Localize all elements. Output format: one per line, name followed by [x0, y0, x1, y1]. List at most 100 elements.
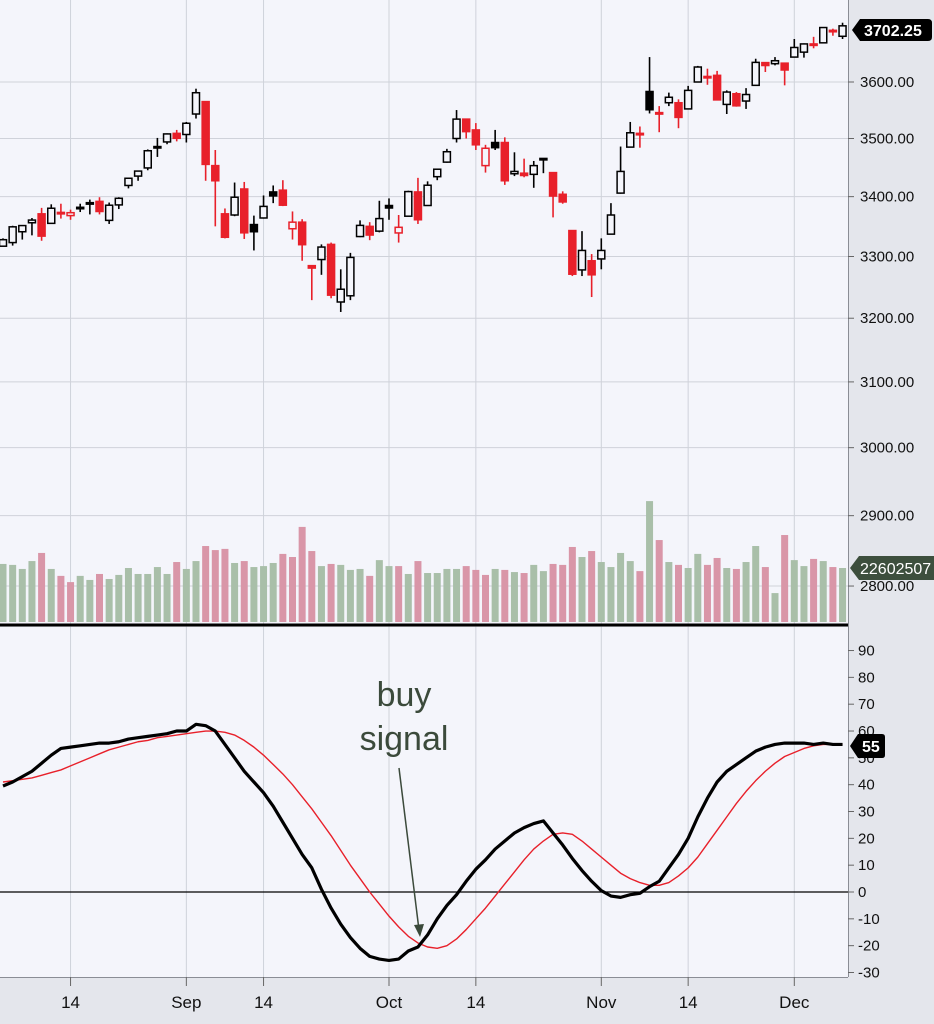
candle [490, 129, 500, 150]
annotation-text-line2: signal [360, 720, 449, 758]
candle [326, 242, 336, 299]
candle-body [384, 204, 394, 209]
candle-body [481, 147, 490, 167]
volume-bar [665, 562, 673, 622]
annotation-arrow-head-icon [414, 924, 424, 937]
price-tick-label: 3000.00 [860, 440, 914, 457]
volume-bar [433, 573, 441, 622]
candle-body [577, 249, 587, 271]
annotation-buy-signal: buy signal [360, 676, 449, 937]
price-panel-background [0, 0, 848, 624]
volume-bar [520, 573, 528, 622]
indicator-tick-label: 30 [858, 804, 875, 821]
volume-bar [790, 560, 798, 622]
candle-body [172, 132, 181, 140]
candle-body [18, 224, 27, 233]
candle-body [645, 90, 654, 111]
volume-bar [211, 550, 219, 622]
price-axis: 3600.00 3500.00 3400.00 3300.00 3200.00 3100.… [848, 74, 914, 595]
candle-body [230, 196, 239, 216]
last-indicator-tag: 55 [850, 734, 885, 758]
volume-bar [703, 564, 711, 622]
last-price-value: 3702.25 [864, 23, 922, 40]
candle [442, 148, 452, 163]
candle-body [751, 61, 760, 87]
candle [365, 222, 374, 241]
candle [539, 157, 548, 174]
volume-bar [694, 553, 702, 622]
candle [375, 200, 384, 233]
candle [240, 181, 249, 239]
date-tick-label: 14 [61, 993, 80, 1012]
volume-bar [9, 564, 17, 622]
candle-body [819, 26, 828, 44]
last-price-tag: 3702.25 [852, 19, 932, 41]
volume-bar [163, 573, 171, 622]
volume-bar [626, 561, 634, 622]
volume-bar [67, 582, 75, 622]
candle [674, 99, 683, 129]
volume-bar [539, 571, 547, 622]
candle-body [500, 141, 510, 182]
candle [75, 203, 85, 213]
candlesticks [0, 22, 847, 312]
candle-body [606, 214, 616, 235]
volume-bar [337, 564, 345, 622]
candle-body [626, 132, 635, 148]
candle [751, 58, 760, 87]
volume-bar [781, 535, 789, 622]
candle [510, 152, 519, 177]
candle [143, 149, 152, 171]
candle [47, 204, 56, 225]
volume-bar [317, 566, 325, 622]
volume-bar [491, 568, 499, 622]
volume-bar [269, 562, 277, 622]
candle-body [162, 133, 172, 143]
volume-bar [646, 501, 654, 622]
candle-body [143, 149, 152, 169]
candle [191, 88, 201, 119]
candle-body [355, 224, 365, 238]
indicator-lines [2, 722, 843, 963]
volume-bar [839, 568, 847, 622]
price-tick-label: 3500.00 [860, 130, 914, 147]
candle [423, 181, 432, 207]
candle [568, 229, 577, 277]
candle [693, 65, 703, 83]
date-tick-label: Dec [779, 993, 810, 1012]
candle [577, 231, 587, 277]
candle-body [693, 66, 703, 83]
candle-body [336, 288, 345, 303]
volume-bar [240, 561, 248, 622]
volume-bar [443, 568, 451, 622]
indicator-tick-label: 80 [858, 669, 875, 686]
candle [162, 133, 172, 145]
candle-body [114, 197, 124, 206]
volume-bar [298, 526, 306, 622]
candle [819, 26, 828, 44]
date-tick-label: 14 [466, 993, 485, 1012]
volume-bar [501, 569, 509, 622]
volume-bar [86, 579, 94, 622]
candle [500, 137, 510, 185]
volume-bar [124, 568, 132, 622]
indicator-tick-label: -30 [858, 964, 880, 981]
candle-body [211, 164, 220, 182]
candle-body [133, 170, 143, 177]
volume-bar [588, 551, 596, 622]
candle-body [153, 145, 162, 149]
candle [355, 220, 365, 238]
candle-body [490, 141, 500, 149]
volume-bar [453, 568, 461, 622]
candle [741, 88, 751, 109]
candle-body [548, 171, 558, 197]
gridlines [0, 0, 848, 977]
candle-body [741, 93, 751, 102]
candle [259, 195, 268, 219]
candle-body [124, 177, 133, 187]
candle-body [317, 246, 326, 261]
candle [799, 43, 809, 58]
date-tick-label: 14 [254, 993, 273, 1012]
volume-bar [482, 574, 489, 622]
volume-bar [424, 573, 432, 622]
